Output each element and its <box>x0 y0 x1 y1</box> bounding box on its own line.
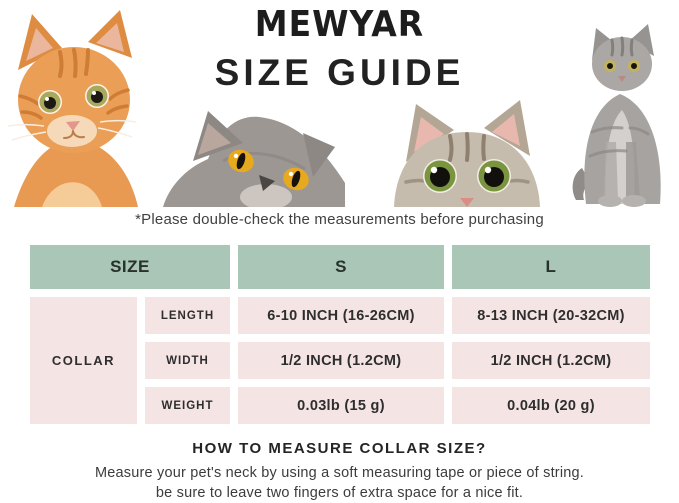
brand-title: MEWYAR <box>254 2 425 45</box>
row-label-weight: WEIGHT <box>145 387 230 424</box>
page-title: SIZE GUIDE <box>214 52 465 93</box>
how-to-line-2: be sure to leave two fingers of extra sp… <box>155 485 524 501</box>
cell-width-s: 1/2 INCH (1.2CM) <box>238 342 444 379</box>
tabby-cat-peeking-illustration <box>394 100 540 207</box>
size-table: SIZE S L COLLAR LENGTH 6-10 INCH (16-26C… <box>30 245 650 424</box>
how-to-title: HOW TO MEASURE COLLAR SIZE? <box>192 440 487 457</box>
cell-width-l: 1/2 INCH (1.2CM) <box>452 342 650 379</box>
measurement-note: *Please double-check the measurements be… <box>135 211 544 228</box>
gray-cat-looking-up-photo <box>163 103 345 207</box>
row-label-length: LENGTH <box>145 297 230 334</box>
table-header-size: SIZE <box>30 245 230 289</box>
orange-tabby-kitten-illustration <box>7 10 138 207</box>
table-header-s: S <box>238 245 444 289</box>
row-group-collar: COLLAR <box>30 297 137 424</box>
orange-tabby-kitten-photo <box>0 10 150 207</box>
row-label-width: WIDTH <box>145 342 230 379</box>
table-header-l: L <box>452 245 650 289</box>
tabby-cat-peeking-photo <box>388 96 546 207</box>
gray-cat-looking-up-illustration <box>163 111 345 207</box>
cell-length-s: 6-10 INCH (16-26CM) <box>238 297 444 334</box>
how-to-section: HOW TO MEASURE COLLAR SIZE? Measure your… <box>0 440 679 503</box>
gray-kitten-sitting-illustration <box>572 24 661 207</box>
cell-weight-s: 0.03lb (15 g) <box>238 387 444 424</box>
gray-kitten-sitting-photo <box>568 22 676 207</box>
how-to-line-1: Measure your pet's neck by using a soft … <box>94 465 585 481</box>
cell-weight-l: 0.04lb (20 g) <box>452 387 650 424</box>
cell-length-l: 8-13 INCH (20-32CM) <box>452 297 650 334</box>
